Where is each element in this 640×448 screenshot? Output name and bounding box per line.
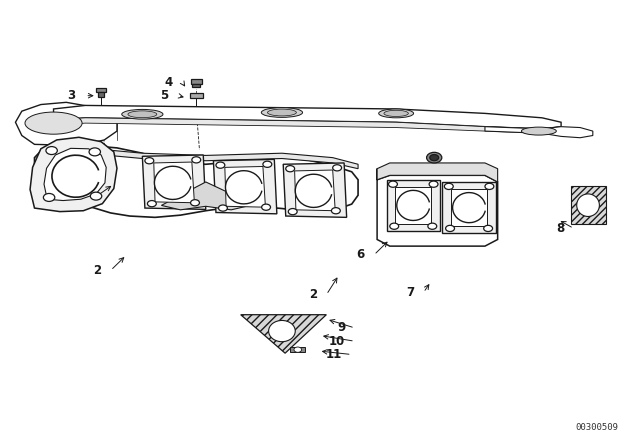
Ellipse shape	[25, 112, 82, 134]
Text: 8: 8	[556, 222, 564, 235]
Circle shape	[444, 183, 453, 190]
Circle shape	[429, 155, 438, 161]
Circle shape	[262, 204, 271, 210]
Text: 9: 9	[337, 322, 346, 335]
Polygon shape	[377, 169, 498, 246]
Circle shape	[192, 157, 201, 163]
Polygon shape	[451, 189, 487, 226]
Circle shape	[427, 152, 442, 163]
Text: 6: 6	[356, 249, 364, 262]
Text: 11: 11	[326, 348, 342, 361]
Polygon shape	[54, 118, 561, 134]
Ellipse shape	[128, 111, 157, 118]
Text: 7: 7	[406, 286, 414, 299]
Ellipse shape	[522, 127, 556, 135]
Circle shape	[390, 223, 399, 229]
Ellipse shape	[379, 109, 413, 118]
Text: 3: 3	[68, 89, 76, 102]
Circle shape	[485, 183, 494, 190]
Ellipse shape	[261, 108, 303, 117]
Polygon shape	[396, 187, 431, 224]
Polygon shape	[294, 170, 335, 211]
Polygon shape	[193, 84, 200, 87]
Polygon shape	[190, 93, 203, 99]
Polygon shape	[442, 182, 496, 233]
Circle shape	[191, 200, 200, 206]
Polygon shape	[30, 137, 117, 211]
Circle shape	[147, 201, 156, 207]
Polygon shape	[96, 88, 106, 92]
Circle shape	[428, 223, 436, 229]
Polygon shape	[98, 92, 104, 97]
Polygon shape	[225, 167, 266, 207]
Text: 5: 5	[160, 89, 168, 102]
Circle shape	[216, 162, 225, 168]
Polygon shape	[213, 159, 277, 214]
Polygon shape	[85, 148, 358, 169]
Polygon shape	[485, 127, 593, 138]
Polygon shape	[142, 155, 206, 209]
Circle shape	[445, 225, 454, 232]
Circle shape	[333, 165, 342, 171]
Ellipse shape	[268, 109, 296, 116]
Circle shape	[89, 148, 100, 156]
Text: 1: 1	[80, 189, 88, 202]
Circle shape	[484, 225, 493, 232]
Circle shape	[90, 192, 102, 200]
Polygon shape	[35, 145, 358, 217]
Polygon shape	[284, 163, 347, 217]
Polygon shape	[241, 314, 326, 353]
Polygon shape	[290, 347, 305, 352]
Circle shape	[218, 205, 227, 211]
Circle shape	[46, 146, 58, 155]
Polygon shape	[161, 182, 250, 210]
Circle shape	[294, 347, 301, 352]
Text: 4: 4	[164, 76, 173, 89]
Circle shape	[288, 208, 297, 215]
Circle shape	[429, 181, 438, 187]
Circle shape	[285, 166, 294, 172]
Polygon shape	[44, 148, 106, 201]
Ellipse shape	[122, 109, 163, 119]
Circle shape	[263, 161, 272, 168]
Polygon shape	[377, 163, 498, 182]
Polygon shape	[54, 105, 561, 129]
Ellipse shape	[577, 194, 600, 216]
Polygon shape	[154, 162, 195, 203]
Text: 00300509: 00300509	[575, 423, 618, 432]
Ellipse shape	[384, 110, 408, 116]
Polygon shape	[191, 79, 202, 84]
Polygon shape	[387, 180, 440, 231]
Circle shape	[44, 194, 55, 202]
Polygon shape	[15, 102, 117, 145]
Text: 2: 2	[308, 289, 317, 302]
Circle shape	[145, 158, 154, 164]
Text: 10: 10	[329, 335, 346, 348]
Circle shape	[332, 207, 340, 214]
Polygon shape	[571, 186, 605, 224]
Text: 2: 2	[93, 264, 101, 277]
Circle shape	[388, 181, 397, 187]
Ellipse shape	[269, 320, 295, 342]
